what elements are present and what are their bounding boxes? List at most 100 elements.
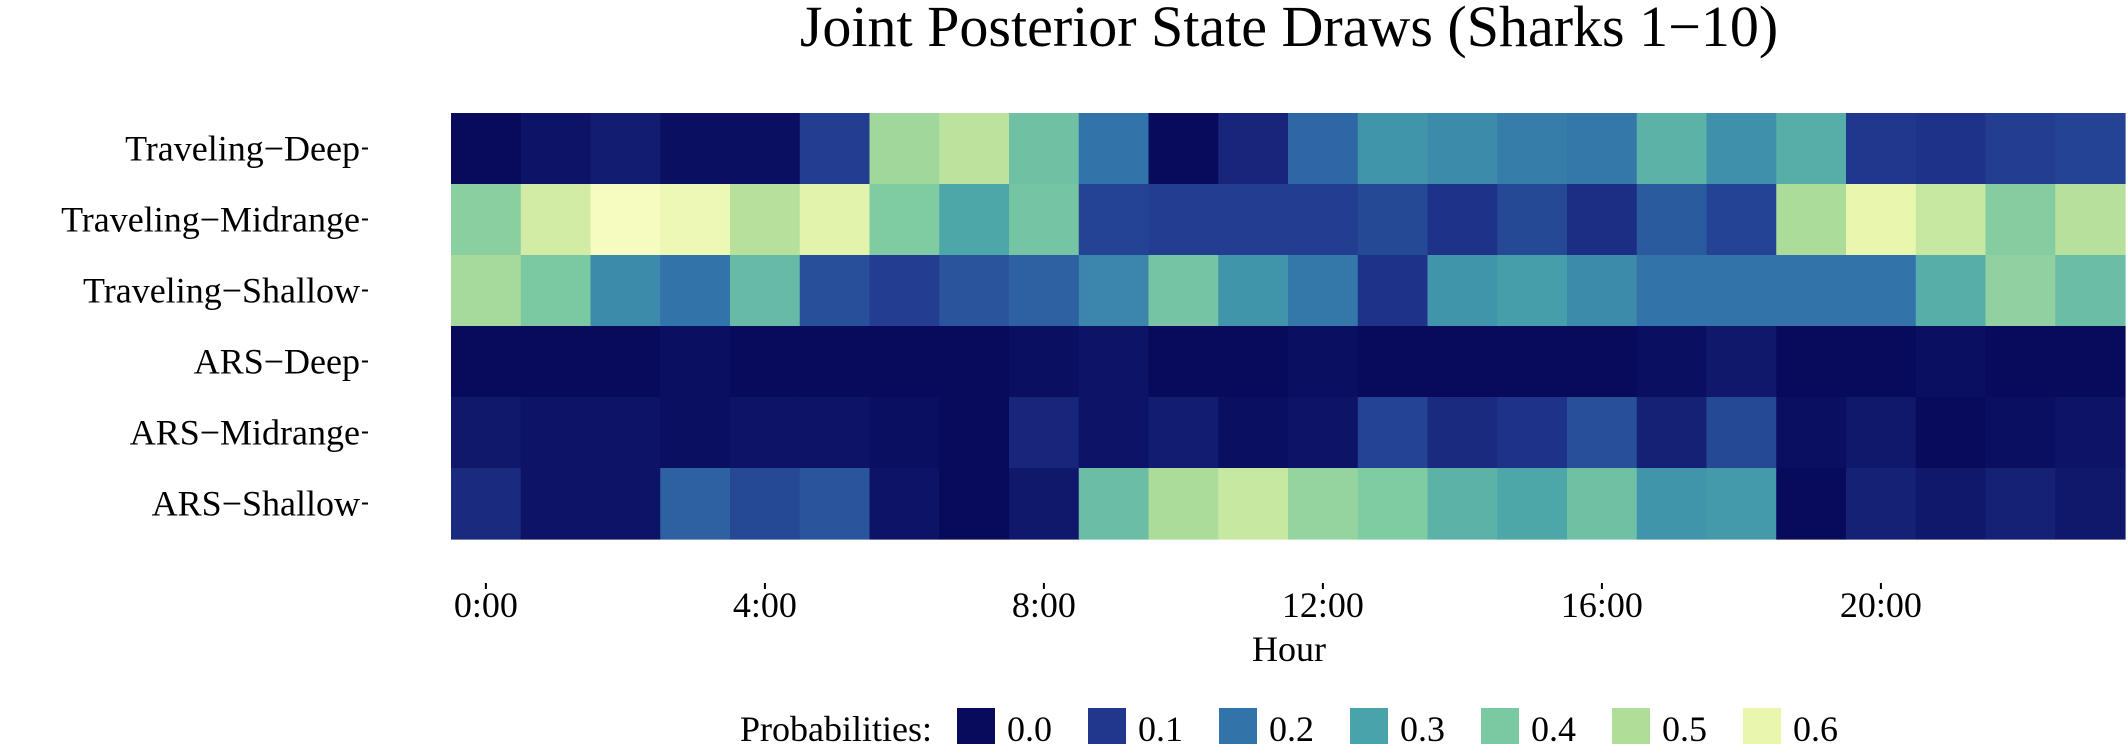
heatmap-cell: [869, 184, 940, 256]
heatmap-cell: [1288, 326, 1359, 398]
heatmap-cell: [1357, 113, 1429, 185]
heatmap-cell: [1915, 184, 1987, 256]
heatmap-cell: [451, 468, 522, 540]
heatmap-cell: [1567, 255, 1638, 327]
heatmap-cell: [1776, 113, 1847, 185]
heatmap-cell: [869, 326, 940, 398]
x-tick-label: 20:00: [1840, 585, 1922, 625]
heatmap-cell: [1357, 397, 1429, 469]
heatmap-cell: [1218, 326, 1289, 398]
heatmap-cell: [1567, 397, 1638, 469]
heatmap-cell: [1288, 255, 1359, 327]
legend-swatch: [1743, 708, 1781, 744]
legend-swatch: [1219, 708, 1257, 744]
heatmap-cell: [2055, 113, 2126, 185]
legend-swatch: [957, 708, 995, 744]
heatmap-cell: [799, 184, 871, 256]
heatmap-cell: [730, 255, 801, 327]
heatmap-cell: [1357, 255, 1429, 327]
heatmap-cell: [520, 326, 592, 398]
heatmap-cell: [1218, 468, 1289, 540]
heatmap-cell: [939, 255, 1010, 327]
heatmap-cell: [939, 184, 1010, 256]
heatmap-cell: [2055, 184, 2126, 256]
heatmap-cell: [660, 468, 731, 540]
heatmap-cell: [869, 397, 940, 469]
heatmap-cell: [590, 113, 661, 185]
heatmap-cell: [520, 113, 592, 185]
heatmap-cell: [1148, 113, 1219, 185]
heatmap-cell: [1706, 326, 1777, 398]
heatmap-cell: [1218, 184, 1289, 256]
heatmap-cell: [1776, 184, 1847, 256]
heatmap-cell: [869, 113, 940, 185]
heatmap-cell: [660, 113, 731, 185]
heatmap-cell: [520, 184, 592, 256]
heatmap-cell: [1706, 255, 1777, 327]
row-label: Traveling−Shallow: [83, 271, 360, 311]
heatmap-cell: [1148, 397, 1219, 469]
heatmap-cell: [1846, 468, 1917, 540]
heatmap-cell: [869, 255, 940, 327]
heatmap-cell: [1288, 397, 1359, 469]
heatmap-cells: [451, 113, 2126, 540]
heatmap-cell: [1776, 468, 1847, 540]
chart-title: Joint Posterior State Draws (Sharks 1−10…: [800, 0, 1778, 59]
heatmap-cell: [1218, 113, 1289, 185]
heatmap-cell: [1985, 255, 2056, 327]
heatmap-cell: [520, 397, 592, 469]
heatmap-cell: [1427, 113, 1498, 185]
heatmap-cell: [730, 113, 801, 185]
heatmap-cell: [1288, 113, 1359, 185]
legend-swatch: [1088, 708, 1126, 744]
heatmap-cell: [939, 468, 1010, 540]
heatmap-cell: [1009, 468, 1080, 540]
heatmap-cell: [1567, 184, 1638, 256]
heatmap-cell: [1636, 113, 1708, 185]
heatmap-cell: [1776, 255, 1847, 327]
heatmap-cell: [1497, 468, 1568, 540]
heatmap-cell: [451, 397, 522, 469]
heatmap-cell: [1985, 184, 2056, 256]
heatmap-cell: [451, 113, 522, 185]
row-labels: Traveling−Deep Traveling−Midrange Travelin…: [61, 129, 368, 524]
heatmap-cell: [1078, 468, 1150, 540]
legend-label: 0.3: [1400, 709, 1445, 744]
heatmap-cell: [1497, 326, 1568, 398]
heatmap-cell: [451, 326, 522, 398]
heatmap-cell: [1427, 184, 1498, 256]
heatmap-cell: [1915, 113, 1987, 185]
row-label: ARS−Deep: [194, 342, 360, 382]
heatmap-cell: [660, 184, 731, 256]
heatmap-cell: [1288, 468, 1359, 540]
x-tick-label: 0:00: [454, 585, 518, 625]
heatmap-cell: [1846, 184, 1917, 256]
heatmap-cell: [1357, 468, 1429, 540]
x-tick-label: 16:00: [1561, 585, 1643, 625]
heatmap-cell: [1567, 326, 1638, 398]
legend-label: 0.0: [1007, 709, 1052, 744]
heatmap-cell: [1357, 184, 1429, 256]
heatmap-cell: [1567, 113, 1638, 185]
heatmap-cell: [1915, 397, 1987, 469]
heatmap-cell: [730, 468, 801, 540]
heatmap-cell: [799, 255, 871, 327]
heatmap-cell: [1148, 326, 1219, 398]
heatmap-cell: [451, 255, 522, 327]
heatmap-cell: [1567, 468, 1638, 540]
row-label: ARS−Shallow: [152, 484, 360, 524]
heatmap-cell: [1706, 184, 1777, 256]
row-label: Traveling−Deep: [125, 129, 360, 169]
heatmap-cell: [1915, 326, 1987, 398]
heatmap-cell: [1776, 326, 1847, 398]
legend: Probabilities: 0.0 0.1 0.2 0.3 0.4 0.5 0.6: [740, 708, 1838, 744]
heatmap-cell: [1706, 397, 1777, 469]
legend-swatch: [1612, 708, 1650, 744]
heatmap-cell: [799, 468, 871, 540]
heatmap-cell: [1427, 397, 1498, 469]
heatmap-cell: [1915, 255, 1987, 327]
heatmap-cell: [799, 397, 871, 469]
heatmap-cell: [1497, 397, 1568, 469]
heatmap-cell: [799, 113, 871, 185]
legend-label: 0.4: [1531, 709, 1576, 744]
